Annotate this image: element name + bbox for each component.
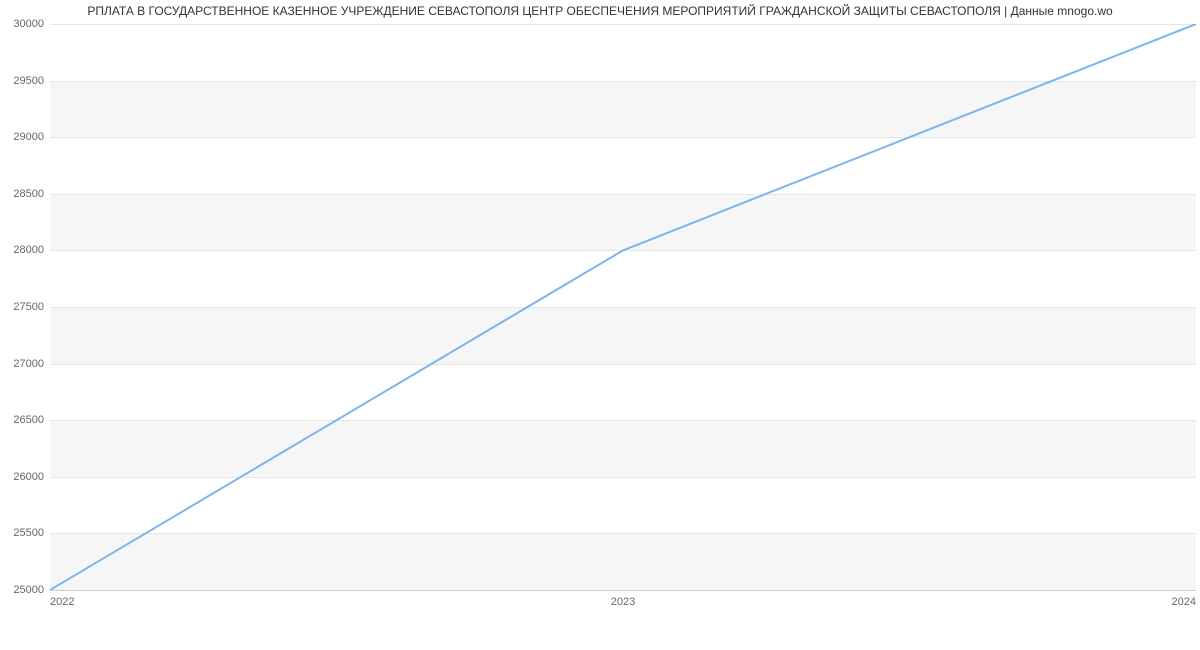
x-tick-label: 2024 xyxy=(1172,596,1196,608)
y-tick-label: 28000 xyxy=(13,244,44,256)
y-tick-label: 26000 xyxy=(13,471,44,483)
chart-container: РПЛАТА В ГОСУДАРСТВЕННОЕ КАЗЕННОЕ УЧРЕЖД… xyxy=(0,0,1200,650)
y-tick-label: 29000 xyxy=(13,131,44,143)
y-tick-label: 27000 xyxy=(13,358,44,370)
y-tick-label: 26500 xyxy=(13,414,44,426)
chart-title: РПЛАТА В ГОСУДАРСТВЕННОЕ КАЗЕННОЕ УЧРЕЖД… xyxy=(0,4,1200,18)
y-tick-label: 30000 xyxy=(13,18,44,30)
y-tick-label: 27500 xyxy=(13,301,44,313)
x-tick-label: 2023 xyxy=(611,596,635,608)
y-tick-label: 28500 xyxy=(13,188,44,200)
series-line-salary xyxy=(50,24,1196,590)
y-tick-label: 25000 xyxy=(13,584,44,596)
plot-area: 2500025500260002650027000275002800028500… xyxy=(50,24,1196,590)
y-tick-label: 29500 xyxy=(13,75,44,87)
y-tick-label: 25500 xyxy=(13,527,44,539)
x-tick-label: 2022 xyxy=(50,596,74,608)
line-layer xyxy=(50,24,1196,590)
x-axis-line xyxy=(50,590,1196,591)
